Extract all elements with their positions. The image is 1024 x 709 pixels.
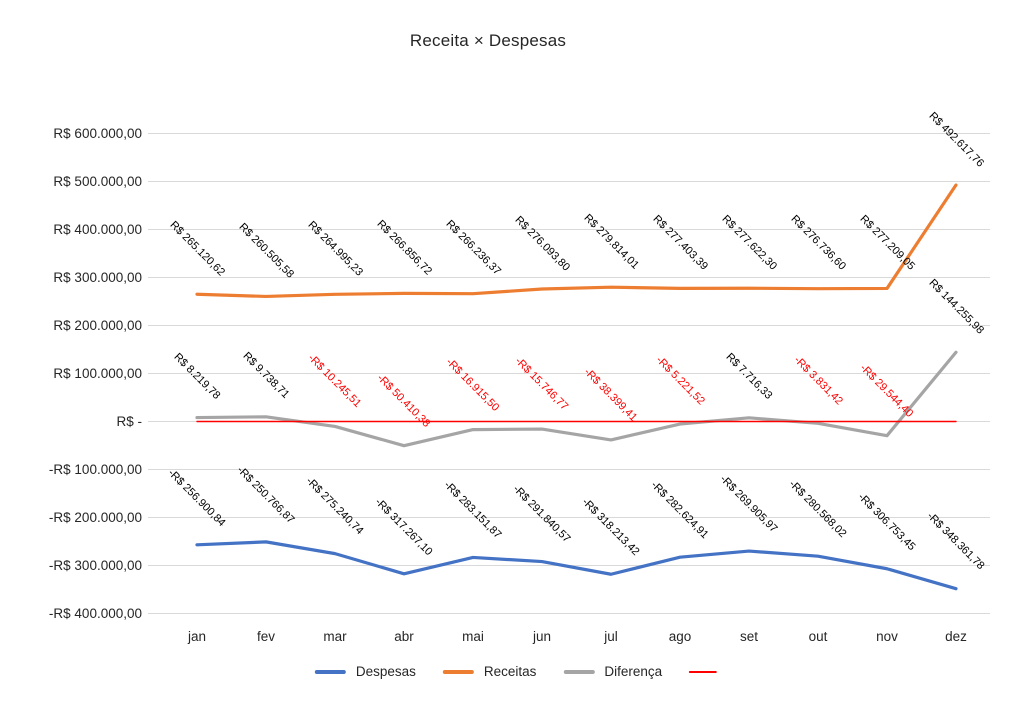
- x-axis-label: jun: [532, 629, 551, 644]
- y-axis-tick-label: R$ 600.000,00: [53, 125, 142, 141]
- x-axis-label: ago: [668, 629, 692, 644]
- legend-item-zero-line: [689, 670, 718, 673]
- x-axis-label: mai: [462, 629, 484, 644]
- legend-swatch: [563, 669, 595, 674]
- y-axis-tick-label: R$ -: [116, 413, 142, 429]
- y-axis-tick-label: R$ 200.000,00: [53, 317, 142, 333]
- series-line-diferena: [195, 350, 958, 448]
- x-axis-label: jul: [604, 629, 618, 644]
- x-axis-label: set: [739, 629, 758, 644]
- legend-item-receitas: Receitas: [442, 664, 537, 679]
- x-axis-label: fev: [256, 629, 275, 644]
- legend-item-despesas: Despesas: [314, 664, 416, 679]
- legend-swatch: [314, 669, 346, 674]
- legend-item-diferena: Diferença: [563, 664, 662, 679]
- legend-label: Diferença: [604, 664, 663, 679]
- legend: Despesas Receitas Diferença: [314, 664, 718, 679]
- y-axis-tick-label: R$ 100.000,00: [53, 365, 142, 381]
- y-axis-tick-label: -R$ 100.000,00: [48, 461, 142, 477]
- series-line-despesas: [195, 540, 958, 591]
- x-axis-label: dez: [945, 629, 967, 644]
- legend-swatch: [689, 670, 718, 673]
- x-axis-label: nov: [876, 629, 898, 644]
- y-axis-tick-label: R$ 300.000,00: [53, 269, 142, 285]
- legend-label: Receitas: [483, 664, 537, 679]
- legend-swatch: [442, 669, 474, 674]
- x-axis-label: jan: [187, 629, 206, 644]
- x-axis-label: out: [808, 629, 828, 644]
- y-axis-tick-label: R$ 400.000,00: [53, 221, 142, 237]
- series-line-receitas: [195, 183, 958, 299]
- x-axis-label: abr: [394, 629, 414, 644]
- chart-title: Receita × Despesas: [409, 31, 567, 50]
- x-axis-label: mar: [323, 629, 347, 644]
- legend-label: Despesas: [355, 664, 416, 679]
- y-axis-tick-label: -R$ 300.000,00: [48, 557, 142, 573]
- y-axis-tick-label: -R$ 200.000,00: [48, 509, 142, 525]
- y-axis-tick-label: R$ 500.000,00: [53, 173, 142, 189]
- y-axis-tick-label: -R$ 400.000,00: [48, 605, 142, 621]
